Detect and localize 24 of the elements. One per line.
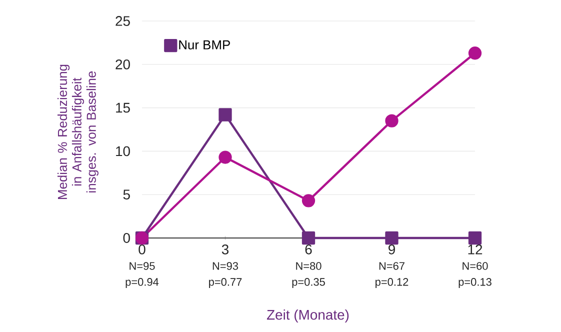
text: N=67 <box>379 262 404 270</box>
y-tick-label: 5 <box>123 190 130 200</box>
x-tick-label: 12 <box>468 244 482 254</box>
text: p=0.12 <box>376 278 408 288</box>
text: N=60 <box>462 262 488 270</box>
x-tick-label: 0 <box>138 244 146 254</box>
y-tick-label: 10 <box>116 146 130 156</box>
y-tick-label: 15 <box>116 102 130 113</box>
x-tick-label: 9 <box>388 244 395 254</box>
text: N=95 <box>130 262 155 270</box>
y-axis-title: Median % Reduzierung in Anfallshäufigkeit insges. von Baseline <box>58 64 98 199</box>
y-tick-label: 25 <box>116 16 130 26</box>
text: p=0.13 <box>458 278 492 288</box>
text: p=0.35 <box>292 278 325 288</box>
text: N=80 <box>296 262 322 270</box>
y-tick-label: 20 <box>116 59 130 70</box>
text: p=0.77 <box>209 278 242 288</box>
x-tick-label: 6 <box>305 244 312 254</box>
x-tick-label: 3 <box>222 244 229 254</box>
x-axis-title: Zeit (Monate) <box>266 310 349 322</box>
text: N=93 <box>212 262 238 270</box>
y-tick-label: 0 <box>123 233 130 243</box>
text: p=0.94 <box>126 278 159 288</box>
legend-label: Nur BMP <box>179 40 230 50</box>
